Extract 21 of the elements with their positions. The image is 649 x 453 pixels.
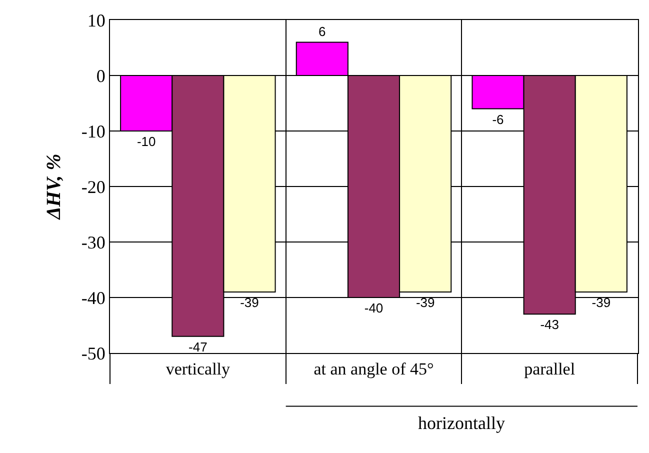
- y-tick-label: -10: [81, 121, 106, 142]
- data-label: 6: [318, 24, 326, 40]
- y-tick-label: 10: [87, 10, 106, 30]
- data-label: -10: [136, 134, 156, 149]
- y-axis-title: ΔHV, %: [42, 154, 65, 220]
- x-tick-label: vertically: [166, 359, 231, 378]
- data-label: -47: [188, 339, 208, 354]
- y-tick-label: -50: [81, 343, 106, 364]
- x-tick-label: at an angle of 45°: [314, 359, 434, 378]
- data-label: -40: [364, 300, 384, 316]
- y-tick-label: -30: [81, 232, 106, 252]
- data-label: -39: [416, 294, 435, 310]
- data-label: -6: [492, 112, 504, 127]
- data-label: -43: [540, 317, 559, 332]
- y-tick-label: 0: [96, 66, 106, 86]
- data-label: -39: [240, 294, 259, 310]
- y-tick-label: -40: [81, 288, 106, 308]
- x-tick-label: parallel: [524, 359, 576, 378]
- y-tick-label: -20: [81, 176, 106, 197]
- text: horizontally: [418, 413, 505, 433]
- data-label: -39: [592, 294, 611, 310]
